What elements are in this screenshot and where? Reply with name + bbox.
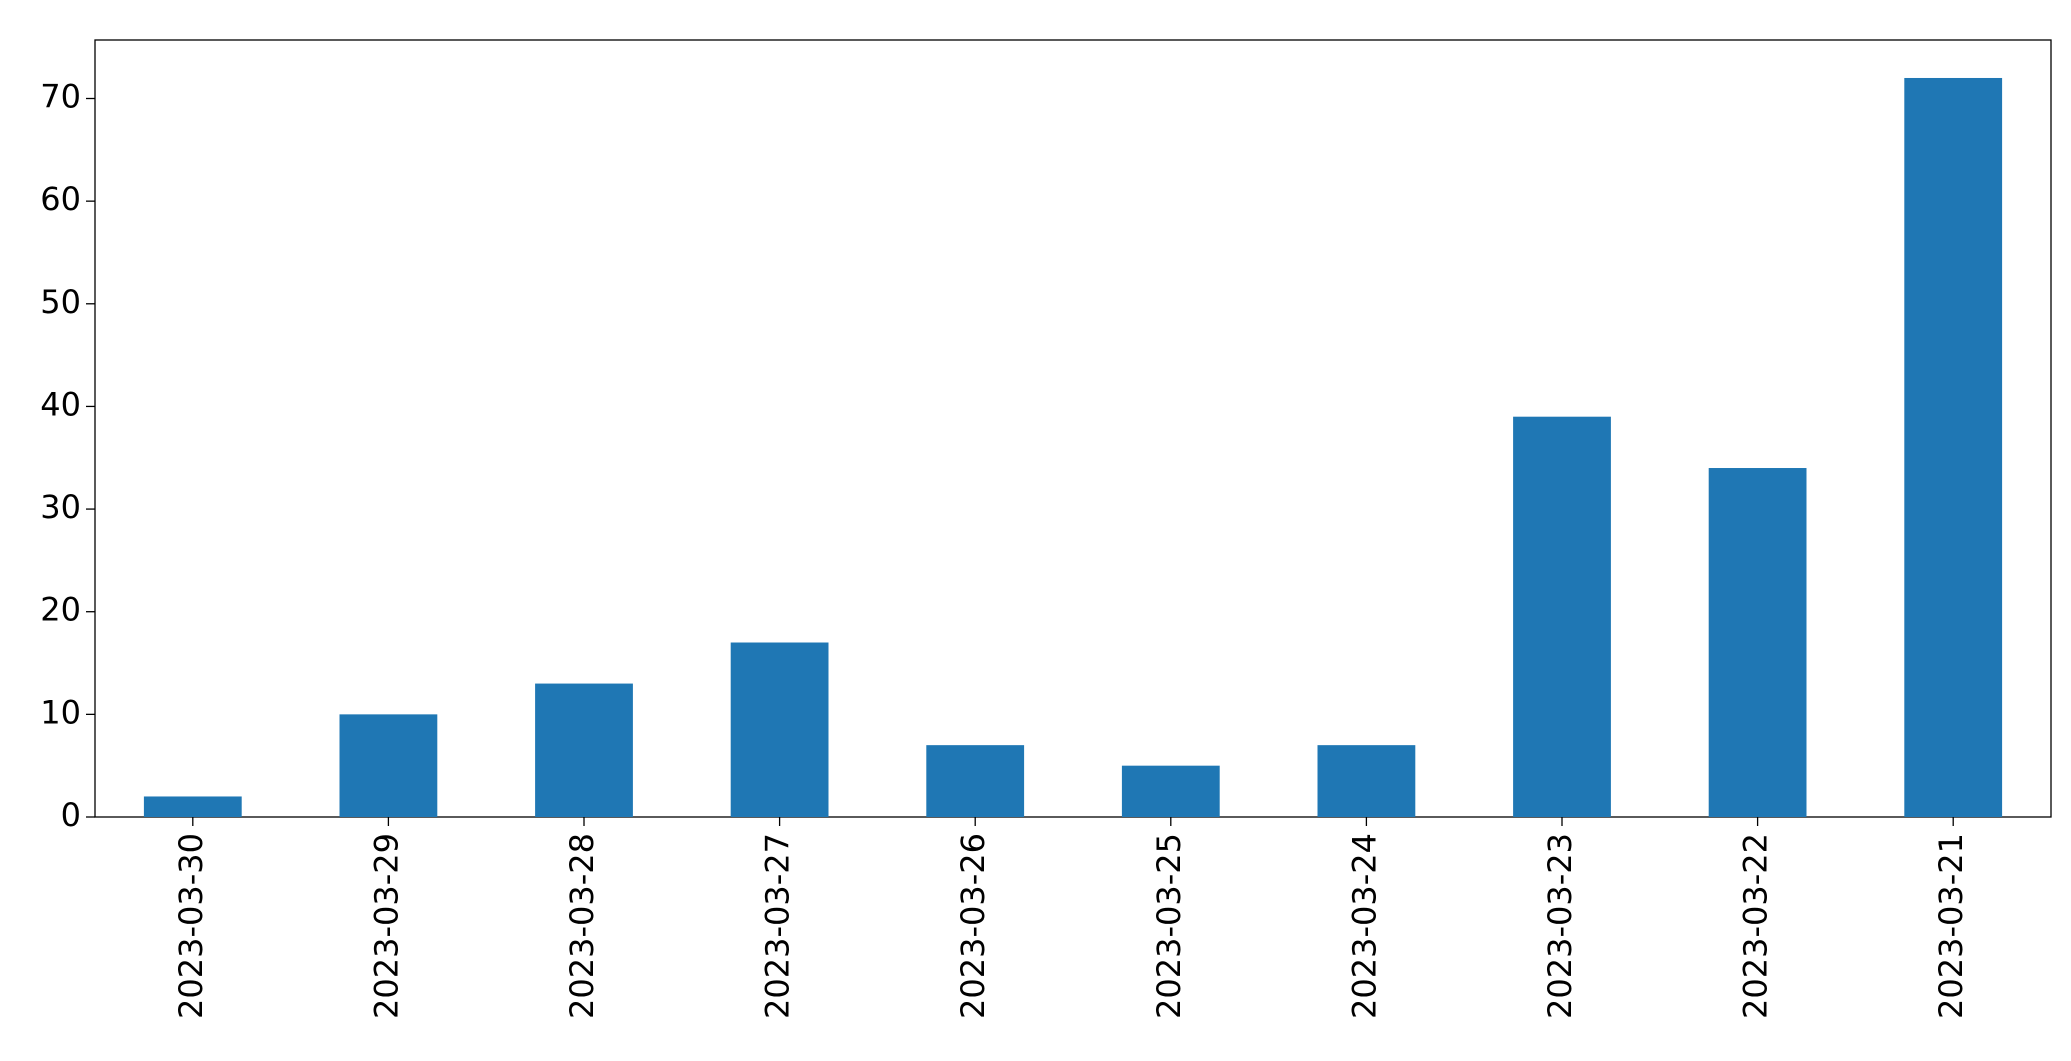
bar bbox=[1513, 416, 1611, 817]
x-tick-label: 2023-03-28 bbox=[563, 833, 601, 1019]
y-tick-label: 50 bbox=[40, 283, 81, 321]
x-tick-label: 2023-03-22 bbox=[1737, 833, 1775, 1019]
x-tick-label: 2023-03-30 bbox=[172, 833, 210, 1019]
y-tick-label: 10 bbox=[40, 693, 81, 731]
x-tick-label: 2023-03-29 bbox=[367, 833, 405, 1019]
bar bbox=[1708, 468, 1807, 817]
bar bbox=[1121, 765, 1220, 817]
bar bbox=[143, 796, 242, 817]
plot-frame bbox=[94, 39, 2052, 818]
x-tick-label: 2023-03-24 bbox=[1345, 833, 1383, 1019]
y-tick-label: 20 bbox=[40, 591, 81, 629]
x-tick-label: 2023-03-25 bbox=[1150, 833, 1188, 1019]
bar bbox=[730, 642, 829, 817]
x-tick-label: 2023-03-21 bbox=[1932, 833, 1970, 1019]
y-tick-label: 0 bbox=[61, 796, 81, 834]
y-tick-label: 30 bbox=[40, 488, 81, 526]
bar bbox=[1904, 77, 2003, 818]
bar bbox=[535, 683, 633, 817]
bar bbox=[1317, 745, 1416, 817]
y-tick-label: 70 bbox=[40, 78, 81, 116]
y-tick-label: 60 bbox=[40, 180, 81, 218]
x-tick-label: 2023-03-23 bbox=[1541, 833, 1579, 1019]
y-tick-label: 40 bbox=[40, 385, 81, 423]
bar bbox=[339, 714, 438, 817]
x-tick-label: 2023-03-27 bbox=[759, 833, 797, 1019]
x-tick-label: 2023-03-26 bbox=[954, 833, 992, 1019]
bar bbox=[926, 745, 1025, 817]
